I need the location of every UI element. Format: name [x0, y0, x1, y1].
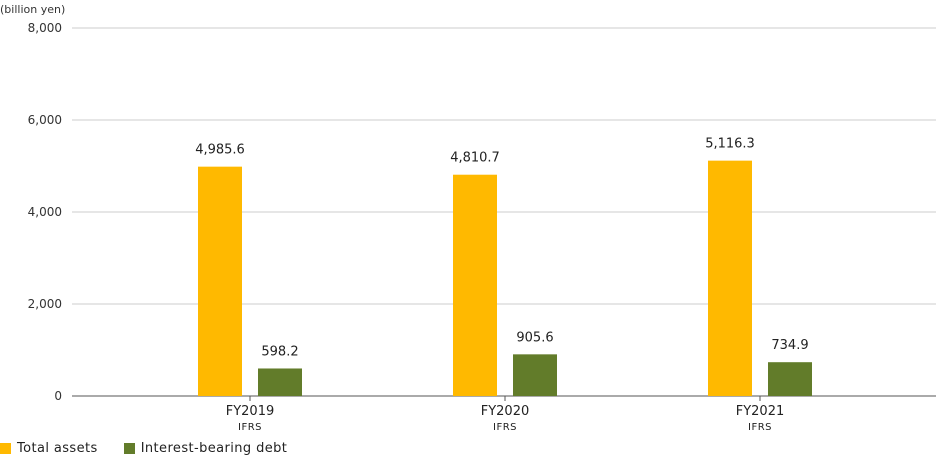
bar-total-assets — [708, 160, 752, 396]
legend-item-total-assets: Total assets — [0, 441, 98, 456]
data-label-interest-bearing-debt: 734.9 — [771, 338, 808, 353]
bar-interest-bearing-debt — [513, 354, 557, 396]
bar-total-assets — [453, 174, 497, 396]
data-label-total-assets: 5,116.3 — [705, 137, 755, 152]
y-tick-label: 2,000 — [28, 297, 62, 311]
bar-interest-bearing-debt — [768, 362, 812, 396]
data-label-total-assets: 4,810.7 — [450, 151, 500, 166]
y-tick-label: 8,000 — [28, 21, 62, 35]
data-label-total-assets: 4,985.6 — [195, 143, 245, 158]
x-category-sublabel: IFRS — [238, 422, 262, 433]
x-category-label: FY2020 — [481, 404, 530, 419]
legend: Total assets Interest-bearing debt — [0, 440, 313, 456]
legend-swatch-interest-bearing-debt — [123, 442, 135, 454]
y-unit-label: (billion yen) — [0, 3, 65, 16]
bar-total-assets — [198, 166, 242, 396]
bar-chart: (billion yen) 0 2,000 4,000 6,000 8,000 4,98… — [0, 3, 936, 433]
y-tick-label: 0 — [54, 389, 62, 403]
x-axis-categories: FY2019 IFRS FY2020 IFRS FY2021 IFRS — [226, 396, 785, 433]
data-label-interest-bearing-debt: 598.2 — [261, 344, 298, 359]
legend-label-interest-bearing-debt: Interest-bearing debt — [140, 440, 288, 456]
y-axis-ticks: 0 2,000 4,000 6,000 8,000 — [28, 21, 62, 403]
legend-label-total-assets: Total assets — [17, 440, 98, 456]
legend-item-interest-bearing-debt: Interest-bearing debt — [123, 440, 288, 456]
data-labels: 4,985.6 4,810.7 5,116.3 598.2 905.6 734.9 — [195, 137, 808, 360]
bar-interest-bearing-debt — [258, 368, 302, 396]
data-label-interest-bearing-debt: 905.6 — [516, 330, 553, 345]
x-category-label: FY2021 — [736, 404, 785, 419]
x-category-label: FY2019 — [226, 404, 275, 419]
legend-swatch-total-assets — [0, 442, 11, 454]
x-category-sublabel: IFRS — [493, 422, 517, 433]
y-tick-label: 4,000 — [28, 205, 62, 219]
x-category-sublabel: IFRS — [748, 422, 772, 433]
y-tick-label: 6,000 — [28, 113, 62, 127]
bars — [198, 160, 812, 396]
